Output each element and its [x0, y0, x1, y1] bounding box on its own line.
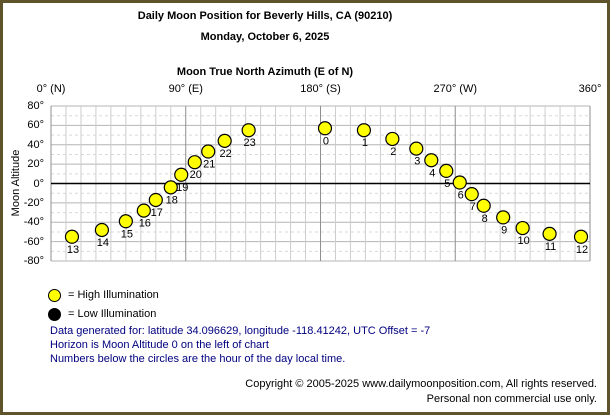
hour-label: 13 — [67, 244, 79, 256]
copyright-block: Copyright © 2005-2025 www.dailymoonposit… — [245, 377, 597, 407]
moon-data-point — [241, 123, 256, 138]
y-tick-label: -20° — [23, 196, 44, 209]
high-illumination-dot-icon — [48, 288, 61, 302]
x-tick-label: 0° (N) — [36, 83, 66, 95]
moon-data-point — [452, 175, 467, 190]
moon-data-point — [409, 141, 424, 156]
moon-data-point — [148, 192, 163, 208]
hour-label: 12 — [576, 244, 588, 256]
y-tick-label: -40° — [23, 216, 44, 229]
legend-item-high-illumination: = High Illumination — [48, 287, 159, 303]
hour-label: 8 — [482, 213, 488, 225]
hour-label: 10 — [518, 235, 530, 247]
hour-label: 16 — [139, 218, 151, 230]
legend-item-low-illumination: = Low Illumination — [48, 306, 159, 322]
y-axis-tick-labels: 80° 60° 40° 20° 0° -20° -40° -60° -80° — [3, 100, 46, 267]
hour-label: 0 — [323, 135, 329, 147]
moon-data-point — [476, 198, 491, 213]
page-title: Daily Moon Position for Beverly Hills, C… — [137, 10, 393, 22]
copyright-line: Personal non commercial use only. — [426, 393, 597, 405]
notes-block: Data generated for: latitude 34.096629, … — [50, 324, 430, 366]
hour-label: 2 — [390, 146, 396, 158]
y-axis-title: Moon Altitude — [10, 149, 22, 217]
legend: = High Illumination = Low Illumination — [48, 287, 159, 325]
moon-data-point — [118, 214, 133, 229]
moon-data-point — [174, 167, 189, 182]
moon-data-point — [439, 163, 454, 179]
hour-label: 23 — [244, 137, 256, 149]
y-tick-label: 0° — [33, 177, 44, 190]
x-axis-title: Moon True North Azimuth (E of N) — [176, 66, 354, 78]
y-tick-label: -60° — [23, 235, 44, 248]
hour-label: 3 — [414, 156, 420, 168]
hour-label: 5 — [444, 178, 450, 190]
moon-data-point — [464, 187, 479, 202]
hour-label: 19 — [176, 182, 188, 194]
hour-label: 11 — [545, 241, 556, 253]
low-illumination-dot-icon — [48, 307, 61, 321]
moon-data-point — [187, 155, 202, 170]
moon-data-point — [424, 153, 439, 168]
moon-data-point — [317, 121, 333, 136]
hour-label: 1 — [362, 137, 368, 149]
hour-label: 7 — [470, 201, 476, 213]
x-tick-label: 270° (W) — [433, 83, 478, 95]
legend-item-label: = High Illumination — [68, 289, 159, 301]
moon-data-point — [496, 210, 511, 225]
date-subtitle: Monday, October 6, 2025 — [200, 31, 330, 43]
moon-data-point — [136, 203, 151, 218]
moon-azimuth-altitude-plot: 0 1 2 3 4 5 6 7 8 9 10 11 12 13 14 15 16 17 18 19 20 21 22 23 — [50, 105, 591, 262]
moon-data-point — [573, 229, 589, 244]
moon-data-point — [64, 229, 80, 244]
hour-label: 15 — [121, 228, 133, 240]
note-line: Data generated for: latitude 34.096629, … — [50, 325, 431, 337]
note-line: Horizon is Moon Altitude 0 on the left o… — [50, 339, 269, 351]
hour-label: 21 — [203, 159, 215, 171]
hour-label: 6 — [458, 190, 464, 202]
y-tick-label: 60° — [27, 119, 44, 132]
x-tick-label: 360° — [578, 83, 602, 95]
y-tick-label: 40° — [27, 138, 44, 151]
hour-label: 20 — [190, 169, 202, 181]
moon-data-point — [217, 133, 232, 148]
y-tick-label: 20° — [27, 158, 44, 171]
note-line: Numbers below the circles are the hour o… — [50, 353, 346, 365]
hour-label: 22 — [220, 148, 232, 160]
hour-label: 18 — [166, 194, 178, 206]
y-tick-label: 80° — [27, 100, 44, 112]
y-tick-label: -80° — [23, 255, 44, 267]
hour-label: 17 — [151, 207, 163, 219]
hour-label: 9 — [501, 224, 507, 236]
x-axis-tick-labels: 0° (N) 90° (E) 180° (S) 270° (W) 360° — [37, 83, 602, 95]
moon-data-point — [385, 131, 400, 147]
x-tick-label: 180° (S) — [300, 83, 341, 95]
moon-data-point — [542, 226, 557, 241]
hour-label: 4 — [429, 167, 435, 179]
copyright-line: Copyright © 2005-2025 www.dailymoonposit… — [245, 378, 597, 390]
moon-data-point — [515, 220, 530, 236]
moon-data-point — [163, 180, 178, 195]
moon-data-point — [94, 222, 110, 238]
moon-data-point — [356, 123, 372, 138]
moon-data-point — [201, 144, 216, 159]
legend-item-label: = Low Illumination — [68, 308, 157, 320]
x-tick-label: 90° (E) — [168, 83, 203, 95]
hour-label: 14 — [97, 237, 109, 249]
